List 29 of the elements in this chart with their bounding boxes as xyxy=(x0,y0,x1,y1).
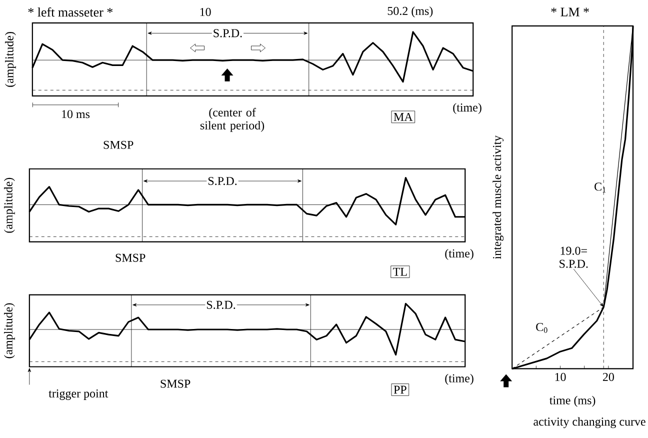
annotation: S.P.D. xyxy=(207,300,236,310)
text: SMSP xyxy=(160,380,190,388)
text: SMSP xyxy=(104,141,134,150)
y-axis-title: (amplitude) xyxy=(4,178,15,233)
series-label: C$_{0}$ xyxy=(536,323,548,333)
text: trigger point xyxy=(48,390,108,400)
text: (center of silent period) xyxy=(200,108,264,132)
y-axis-title: (amplitude) xyxy=(4,303,15,358)
x-axis-title: (time) xyxy=(445,374,474,385)
text: 50.2 (ms) xyxy=(388,6,433,18)
x-tick-label: 20 xyxy=(602,373,614,382)
text: PP xyxy=(394,386,406,394)
annotation: S.P.D. xyxy=(208,177,237,186)
y-axis-title: integrated muscle activity xyxy=(492,136,504,260)
x-axis-title: (time) xyxy=(453,103,482,114)
x-axis-title: time (ms) xyxy=(550,396,596,407)
chart-title: * LM * xyxy=(551,8,589,16)
text: activity changing curve xyxy=(534,417,646,428)
text: MA xyxy=(394,113,413,122)
series-label: C$_{1}$ xyxy=(594,182,606,193)
annotation: S.P.D. xyxy=(214,29,242,38)
text: SMSP xyxy=(116,254,146,262)
x-axis-title: (time) xyxy=(445,249,474,260)
chart-title: * left masseter * xyxy=(28,7,113,17)
text: 10 ms xyxy=(62,110,90,118)
text: TL xyxy=(393,268,407,276)
annotation: 19.0= S.P.D. xyxy=(560,246,588,268)
y-axis-title: (amplitude) xyxy=(5,32,16,88)
text: 10 xyxy=(200,8,211,16)
